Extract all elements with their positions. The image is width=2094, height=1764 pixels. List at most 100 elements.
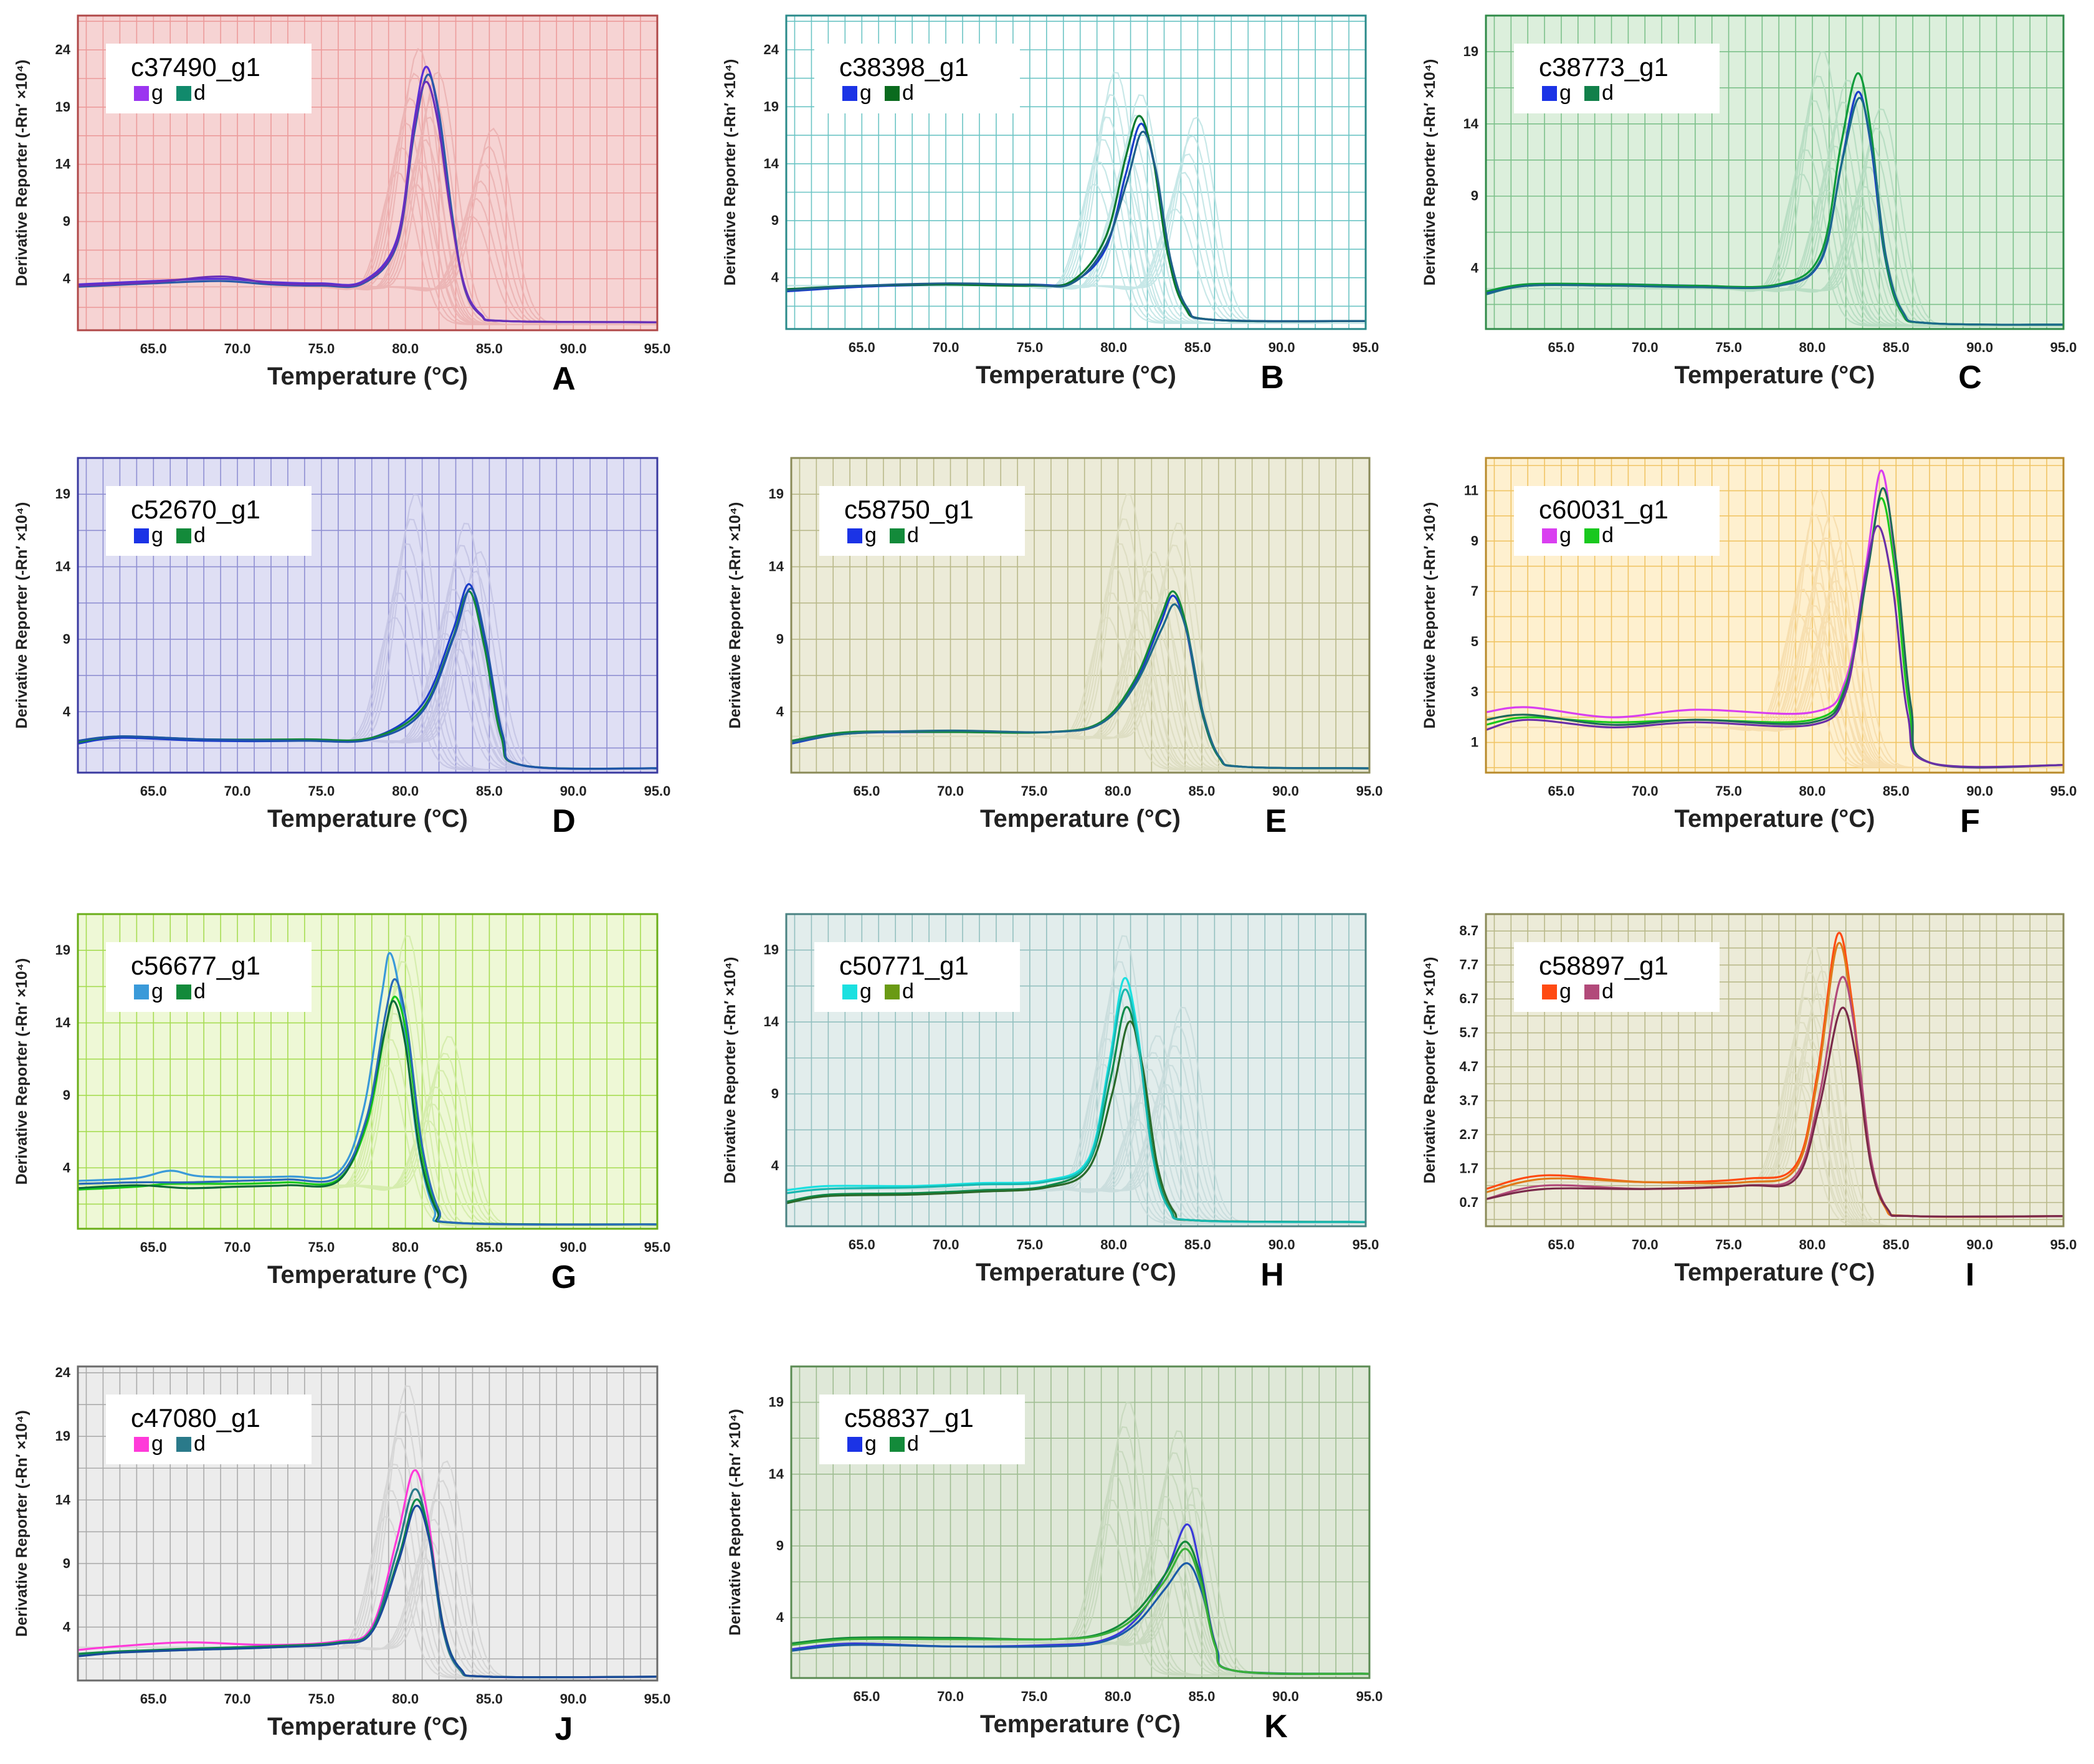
y-tick-label: 5	[1471, 634, 1478, 649]
series-line	[77, 587, 658, 770]
x-tick-label: 70.0	[224, 783, 251, 799]
x-axis-label: Temperature (°C)	[976, 1259, 1176, 1286]
plot-frame	[790, 1365, 1371, 1679]
panel-g: 65.0 70.0 75.0 80.0 85.0 90.0 95.0 4 9 14 19 Temper…	[13, 913, 670, 1295]
legend-entry-label: g	[151, 81, 163, 105]
x-tick-label: 65.0	[849, 1237, 875, 1252]
legend-swatch	[885, 86, 900, 101]
x-tick-label: 75.0	[308, 1691, 335, 1707]
y-axis-label: Derivative Reporter (-Rn′ ×10⁴)	[1421, 957, 1439, 1184]
x-tick-label: 75.0	[1021, 1689, 1048, 1704]
series-group	[1485, 72, 2064, 326]
legend: c37490_g1g d	[106, 44, 312, 113]
legend-swatch	[885, 985, 900, 999]
y-tick-label: 24	[764, 42, 779, 57]
x-axis-label: Temperature (°C)	[976, 361, 1176, 389]
legend-title: c38398_g1	[839, 52, 969, 82]
background-traces	[1486, 50, 2063, 327]
y-tick-label: 4	[63, 270, 71, 286]
x-tick-label: 85.0	[1883, 340, 1910, 355]
x-tick-label: 80.0	[1100, 1237, 1127, 1252]
legend-swatch	[1542, 528, 1557, 543]
series-group	[791, 590, 1370, 770]
series-line	[1485, 97, 2064, 326]
y-tick-label: 9	[771, 212, 779, 228]
panel-letter: B	[1260, 360, 1284, 396]
series-line	[77, 978, 658, 1226]
plot-frame	[77, 1365, 659, 1682]
legend-entry-label: g	[151, 980, 163, 1003]
x-tick-label: 65.0	[140, 783, 167, 799]
x-tick-label: 85.0	[1184, 1237, 1211, 1252]
legend-entry-label: g	[1559, 523, 1571, 547]
x-axis-label: Temperature (°C)	[1675, 361, 1875, 389]
x-tick-label: 65.0	[140, 1239, 167, 1255]
legend-entry-label: g	[860, 980, 872, 1003]
x-tick-label: 70.0	[933, 1237, 959, 1252]
x-tick-label: 70.0	[933, 340, 959, 355]
legend-swatch	[176, 985, 191, 999]
x-tick-label: 85.0	[476, 341, 503, 356]
series-line	[1485, 525, 2064, 768]
plot-frame	[785, 913, 1367, 1228]
x-tick-label: 65.0	[140, 1691, 167, 1707]
x-tick-label: 90.0	[560, 1691, 587, 1707]
legend-swatch	[847, 1437, 862, 1452]
y-tick-label: 9	[771, 1086, 779, 1102]
y-tick-label: 3	[1471, 684, 1478, 700]
y-tick-label: 14	[1463, 116, 1479, 131]
legend-box	[106, 1395, 312, 1464]
y-tick-label: 4	[771, 1158, 779, 1173]
legend-entry-label: d	[902, 980, 914, 1003]
series-line	[1485, 942, 2064, 1218]
y-axis-label: Derivative Reporter (-Rn′ ×10⁴)	[1421, 59, 1439, 286]
x-tick-label: 90.0	[560, 341, 587, 356]
legend: c58837_g1g d	[819, 1395, 1025, 1464]
x-tick-label: 65.0	[1548, 783, 1574, 799]
x-tick-label: 95.0	[2050, 340, 2077, 355]
x-tick-label: 70.0	[224, 341, 251, 356]
x-tick-label: 80.0	[1105, 783, 1131, 799]
y-tick-label: 19	[1463, 44, 1478, 59]
x-axis-label: Temperature (°C)	[267, 805, 468, 832]
legend-entry-label: d	[1602, 81, 1614, 105]
legend-swatch	[1584, 985, 1599, 999]
y-tick-label: 9	[63, 214, 70, 229]
x-tick-label: 75.0	[308, 1239, 335, 1255]
x-tick-label: 85.0	[1189, 783, 1216, 799]
y-axis-label: Derivative Reporter (-Rn′ ×10⁴)	[13, 60, 31, 287]
y-tick-label: 1.7	[1459, 1160, 1478, 1176]
y-axis-label: Derivative Reporter (-Rn′ ×10⁴)	[721, 59, 739, 286]
legend-entry-label: d	[1602, 980, 1614, 1003]
series-line	[1485, 1006, 2064, 1218]
legend: c47080_g1g d	[106, 1395, 312, 1464]
x-tick-label: 75.0	[308, 783, 335, 799]
plot-frame	[785, 14, 1367, 330]
x-tick-label: 70.0	[1632, 1237, 1659, 1252]
y-tick-label: 4	[63, 1619, 71, 1634]
legend-entry-label: d	[907, 1432, 919, 1456]
x-tick-label: 75.0	[1016, 340, 1043, 355]
x-axis-label: Temperature (°C)	[1675, 1259, 1875, 1286]
legend-box	[1514, 486, 1720, 556]
x-tick-label: 80.0	[1100, 340, 1127, 355]
x-tick-label: 85.0	[1189, 1689, 1216, 1704]
x-tick-label: 95.0	[1353, 340, 1379, 355]
legend-swatch	[890, 1437, 905, 1452]
legend-box	[106, 486, 312, 556]
legend-swatch	[1542, 985, 1557, 999]
legend-entry-label: g	[1559, 980, 1571, 1003]
legend-swatch	[176, 528, 191, 543]
y-tick-label: 9	[776, 631, 784, 647]
x-tick-label: 70.0	[937, 1689, 964, 1704]
x-tick-label: 80.0	[1799, 340, 1826, 355]
legend-swatch	[1542, 86, 1557, 101]
y-tick-label: 0.7	[1459, 1194, 1478, 1210]
x-tick-label: 95.0	[2050, 783, 2077, 799]
x-tick-label: 80.0	[392, 1239, 419, 1255]
y-tick-label: 19	[769, 1395, 784, 1410]
series-group	[77, 65, 658, 323]
legend-box	[106, 942, 312, 1012]
panel-k: 65.0 70.0 75.0 80.0 85.0 90.0 95.0 4 9 14 19 Temper…	[726, 1365, 1383, 1745]
